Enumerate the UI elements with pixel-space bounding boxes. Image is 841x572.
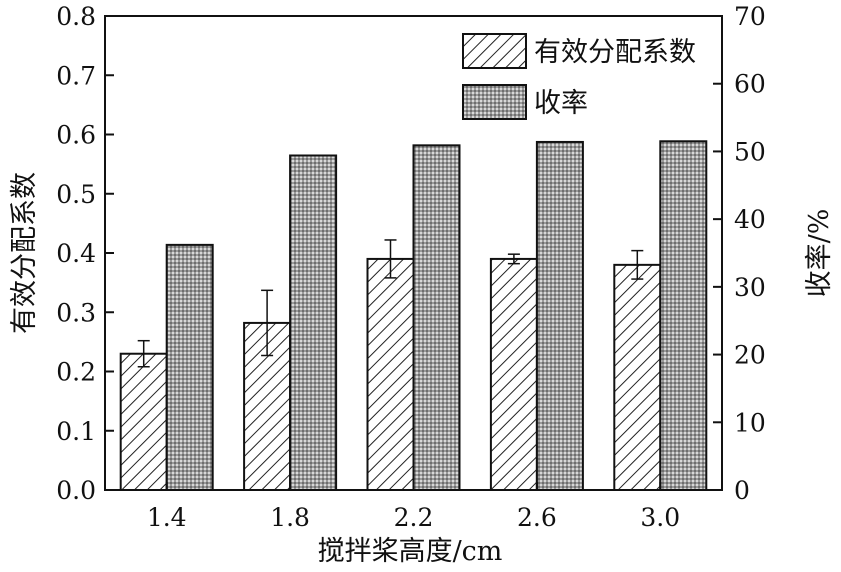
y-right-tick-label: 50 xyxy=(734,137,766,166)
x-tick-label: 3.0 xyxy=(640,503,680,532)
ticks-group xyxy=(105,15,722,491)
y-left-tick-label: 0.1 xyxy=(56,417,96,446)
y-left-tick-label: 0.5 xyxy=(56,180,96,209)
bars-group xyxy=(119,140,708,492)
y-left-tick-label: 0.8 xyxy=(56,2,96,31)
tick-labels-group: 1.4 1.8 2.2 2.6 3.0 0.0 0.1 0.2 0.3 0.4 0.5 0.6 0.7 0… xyxy=(56,2,766,532)
bar-distribution-coefficient xyxy=(489,257,538,491)
x-tick-label: 1.8 xyxy=(270,503,310,532)
y-left-tick-label: 0.4 xyxy=(56,239,96,268)
bar-yield xyxy=(165,243,214,491)
y-axis-right-label: 收率/% xyxy=(804,209,835,298)
y-left-tick-label: 0.6 xyxy=(56,121,96,150)
legend-swatch-distribution-coefficient xyxy=(462,33,527,69)
legend: 有效分配系数 收率 xyxy=(462,33,696,120)
bar-yield xyxy=(289,154,338,491)
y-left-tick-label: 0.7 xyxy=(56,61,96,90)
bar-distribution-coefficient xyxy=(119,352,168,491)
y-left-tick-label: 0.3 xyxy=(56,298,96,327)
legend-label-yield: 收率 xyxy=(534,88,588,119)
x-tick-label: 2.2 xyxy=(394,503,434,532)
bar-yield xyxy=(659,140,708,491)
bar-distribution-coefficient xyxy=(613,263,662,491)
x-axis-label: 搅拌桨高度/cm xyxy=(318,536,503,567)
y-right-tick-label: 20 xyxy=(734,341,766,370)
bar-distribution-coefficient xyxy=(366,257,415,491)
y-right-tick-label: 0 xyxy=(734,476,750,505)
bar-yield xyxy=(535,140,584,491)
y-right-tick-label: 10 xyxy=(734,408,766,437)
bar-yield xyxy=(412,144,461,491)
y-right-tick-label: 70 xyxy=(734,2,766,31)
y-left-tick-label: 0.2 xyxy=(56,358,96,387)
y-left-tick-label: 0.0 xyxy=(56,476,96,505)
y-axis-left-label: 有效分配系数 xyxy=(9,172,40,334)
x-tick-label: 2.6 xyxy=(517,503,557,532)
y-right-tick-label: 40 xyxy=(734,205,766,234)
y-right-tick-label: 30 xyxy=(734,273,766,302)
y-right-tick-label: 60 xyxy=(734,70,766,99)
legend-label-distribution-coefficient: 有效分配系数 xyxy=(534,37,696,68)
legend-swatch-yield xyxy=(462,84,527,120)
error-bars-group xyxy=(137,239,644,368)
x-tick-label: 1.4 xyxy=(147,503,187,532)
